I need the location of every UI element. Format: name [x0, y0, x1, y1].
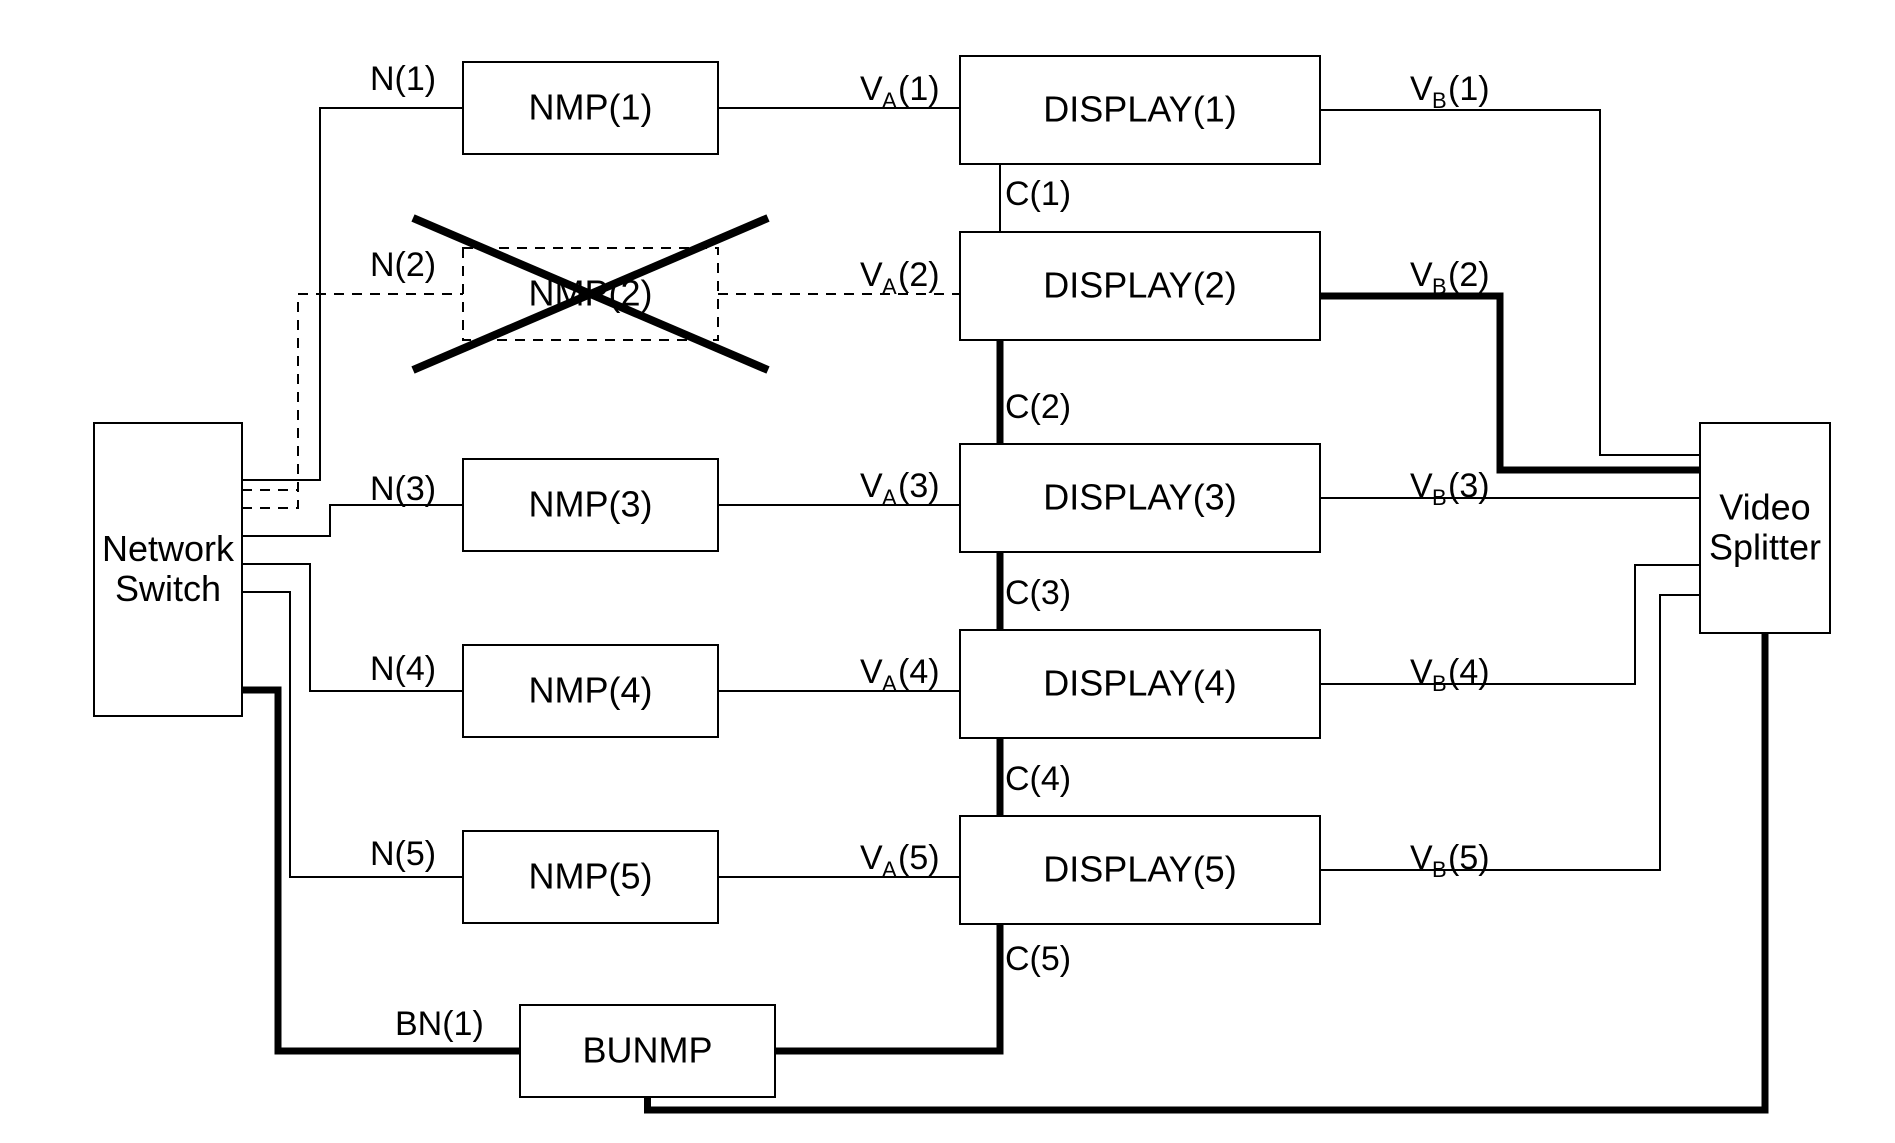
svg-text:V: V	[1410, 653, 1433, 691]
svg-text:C(1): C(1)	[1005, 175, 1071, 213]
svg-text:(2): (2)	[898, 256, 940, 294]
svg-text:(4): (4)	[1448, 653, 1490, 691]
svg-text:V: V	[1410, 839, 1433, 877]
svg-text:BN(1): BN(1)	[395, 1005, 484, 1043]
svg-text:Switch: Switch	[115, 568, 221, 609]
svg-text:N(1): N(1)	[370, 60, 436, 98]
svg-text:V: V	[860, 256, 883, 294]
svg-text:DISPLAY(4): DISPLAY(4)	[1043, 663, 1236, 704]
svg-text:V: V	[860, 70, 883, 108]
svg-text:A: A	[882, 857, 897, 882]
svg-text:(5): (5)	[898, 839, 940, 877]
svg-text:DISPLAY(1): DISPLAY(1)	[1043, 89, 1236, 130]
svg-text:(3): (3)	[1448, 467, 1490, 505]
svg-text:V: V	[1410, 70, 1433, 108]
svg-text:NMP(4): NMP(4)	[529, 670, 653, 711]
svg-text:Splitter: Splitter	[1709, 527, 1821, 568]
svg-text:(1): (1)	[1448, 70, 1490, 108]
svg-text:Network: Network	[102, 528, 235, 569]
svg-text:BUNMP: BUNMP	[582, 1030, 712, 1071]
svg-text:B: B	[1432, 857, 1447, 882]
svg-text:C(3): C(3)	[1005, 574, 1071, 612]
svg-text:C(4): C(4)	[1005, 760, 1071, 798]
svg-text:V: V	[1410, 467, 1433, 505]
svg-text:N(4): N(4)	[370, 650, 436, 688]
svg-text:N(5): N(5)	[370, 835, 436, 873]
svg-text:NMP(5): NMP(5)	[529, 856, 653, 897]
svg-text:B: B	[1432, 671, 1447, 696]
svg-text:B: B	[1432, 485, 1447, 510]
svg-text:N(2): N(2)	[370, 246, 436, 284]
svg-text:C(5): C(5)	[1005, 940, 1071, 978]
svg-text:B: B	[1432, 88, 1447, 113]
svg-text:(1): (1)	[898, 70, 940, 108]
svg-text:A: A	[882, 485, 897, 510]
svg-text:Video: Video	[1719, 487, 1810, 528]
svg-text:V: V	[1410, 256, 1433, 294]
svg-text:N(3): N(3)	[370, 470, 436, 508]
svg-text:C(2): C(2)	[1005, 388, 1071, 426]
svg-text:DISPLAY(3): DISPLAY(3)	[1043, 477, 1236, 518]
svg-text:(5): (5)	[1448, 839, 1490, 877]
svg-text:(4): (4)	[898, 653, 940, 691]
svg-text:DISPLAY(5): DISPLAY(5)	[1043, 849, 1236, 890]
svg-text:A: A	[882, 88, 897, 113]
svg-text:A: A	[882, 671, 897, 696]
svg-text:B: B	[1432, 274, 1447, 299]
svg-text:V: V	[860, 467, 883, 505]
svg-text:DISPLAY(2): DISPLAY(2)	[1043, 265, 1236, 306]
svg-text:A: A	[882, 274, 897, 299]
svg-text:NMP(3): NMP(3)	[529, 484, 653, 525]
network-diagram: NetworkSwitchVideoSplitterNMP(1)NMP(2)NM…	[0, 0, 1895, 1143]
svg-text:NMP(1): NMP(1)	[529, 87, 653, 128]
svg-text:V: V	[860, 653, 883, 691]
svg-text:(2): (2)	[1448, 256, 1490, 294]
svg-text:V: V	[860, 839, 883, 877]
svg-text:(3): (3)	[898, 467, 940, 505]
